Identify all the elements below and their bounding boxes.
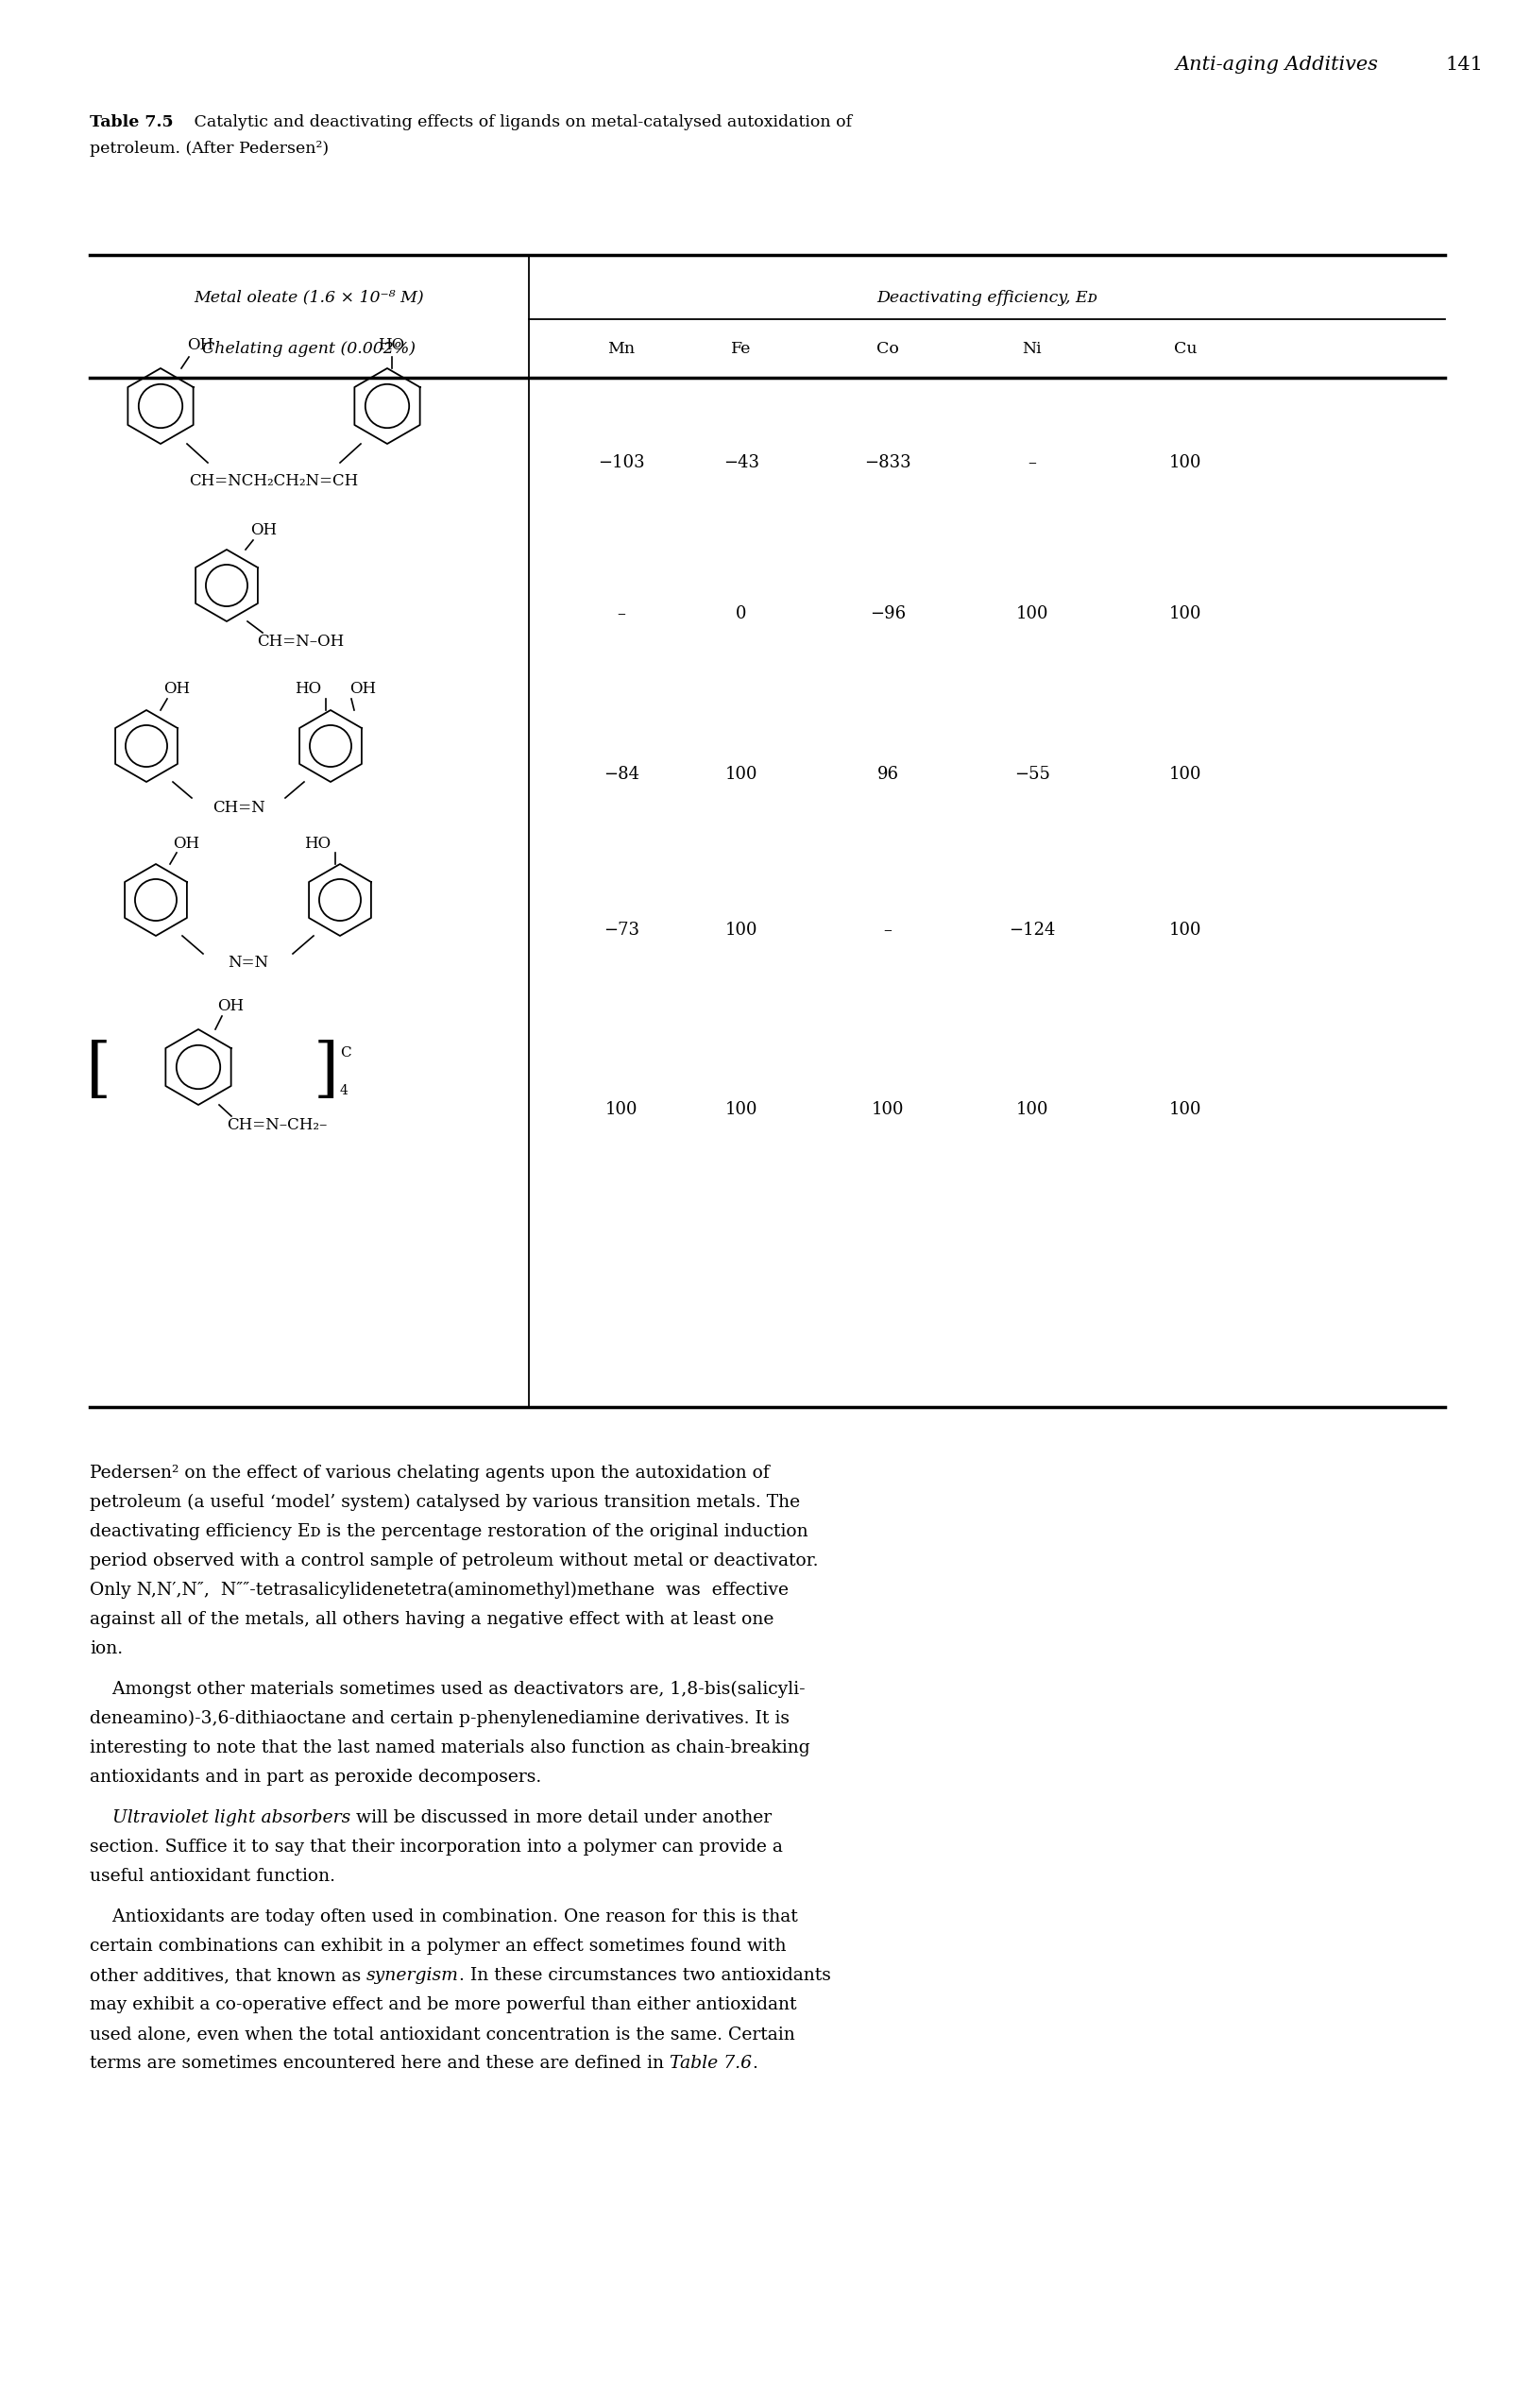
- Text: ion.: ion.: [90, 1640, 122, 1657]
- Text: certain combinations can exhibit in a polymer an effect sometimes found with: certain combinations can exhibit in a po…: [90, 1938, 786, 1955]
- Text: –: –: [1028, 455, 1036, 472]
- Text: Ni: Ni: [1022, 342, 1042, 356]
- Text: HO: HO: [295, 681, 321, 698]
- Text: synergism: synergism: [367, 1967, 459, 1984]
- Text: HO: HO: [304, 836, 330, 852]
- Text: −43: −43: [724, 455, 759, 472]
- Text: period observed with a control sample of petroleum without metal or deactivator.: period observed with a control sample of…: [90, 1553, 819, 1570]
- Text: OH: OH: [349, 681, 376, 698]
- Text: CH=N–CH₂–: CH=N–CH₂–: [226, 1117, 327, 1134]
- Text: Metal oleate (1.6 × 10⁻⁸ M): Metal oleate (1.6 × 10⁻⁸ M): [194, 289, 424, 306]
- Text: antioxidants and in part as peroxide decomposers.: antioxidants and in part as peroxide dec…: [90, 1770, 542, 1787]
- Text: −833: −833: [864, 455, 912, 472]
- Text: interesting to note that the last named materials also function as chain-breakin: interesting to note that the last named …: [90, 1739, 809, 1755]
- Text: [: [: [86, 1040, 112, 1103]
- Text: Co: Co: [877, 342, 900, 356]
- Text: OH: OH: [251, 523, 277, 539]
- Text: 96: 96: [877, 766, 898, 783]
- Text: Only N,N′,N″,  N″″-tetrasalicylidenetetra(aminomethyl)methane  was  effective: Only N,N′,N″, N″″-tetrasalicylidenetetra…: [90, 1582, 788, 1599]
- Text: Antioxidants are today often used in combination. One reason for this is that: Antioxidants are today often used in com…: [90, 1910, 797, 1926]
- Text: OH: OH: [164, 681, 190, 698]
- Text: petroleum. (After Pedersen²): petroleum. (After Pedersen²): [90, 140, 329, 157]
- Text: 100: 100: [606, 1100, 638, 1117]
- Text: −124: −124: [1008, 922, 1056, 939]
- Text: deactivating efficiency Eᴅ is the percentage restoration of the original inducti: deactivating efficiency Eᴅ is the percen…: [90, 1524, 808, 1541]
- Text: 100: 100: [1016, 1100, 1048, 1117]
- Text: Table 7.5: Table 7.5: [90, 116, 173, 130]
- Text: other additives, that known as: other additives, that known as: [90, 1967, 367, 1984]
- Text: Pedersen² on the effect of various chelating agents upon the autoxidation of: Pedersen² on the effect of various chela…: [90, 1464, 770, 1481]
- Text: 100: 100: [1169, 1100, 1201, 1117]
- Text: useful antioxidant function.: useful antioxidant function.: [90, 1869, 335, 1885]
- Text: Anti-aging Additives: Anti-aging Additives: [1177, 55, 1379, 72]
- Text: Catalytic and deactivating effects of ligands on metal-catalysed autoxidation of: Catalytic and deactivating effects of li…: [188, 116, 852, 130]
- Text: Cu: Cu: [1174, 342, 1196, 356]
- Text: −73: −73: [603, 922, 640, 939]
- Text: 100: 100: [1169, 455, 1201, 472]
- Text: −84: −84: [603, 766, 640, 783]
- Text: ]: ]: [314, 1040, 338, 1103]
- Text: 100: 100: [1169, 766, 1201, 783]
- Text: −103: −103: [598, 455, 644, 472]
- Text: −55: −55: [1014, 766, 1050, 783]
- Text: Ultraviolet light absorbers: Ultraviolet light absorbers: [112, 1808, 350, 1825]
- Text: Table 7.6: Table 7.6: [670, 2054, 751, 2071]
- Text: 100: 100: [1169, 604, 1201, 621]
- Text: OH: OH: [173, 836, 199, 852]
- Text: HO: HO: [378, 337, 404, 352]
- Text: Deactivating efficiency, Eᴅ: Deactivating efficiency, Eᴅ: [877, 289, 1097, 306]
- Text: 100: 100: [872, 1100, 904, 1117]
- Text: CH=NCH₂CH₂N=CH: CH=NCH₂CH₂N=CH: [190, 474, 358, 489]
- Text: OH: OH: [187, 337, 214, 352]
- Text: Chelating agent (0.002%): Chelating agent (0.002%): [202, 342, 416, 356]
- Text: –: –: [884, 922, 892, 939]
- Text: against all of the metals, all others having a negative effect with at least one: against all of the metals, all others ha…: [90, 1611, 774, 1628]
- Text: deneamino)-3,6-dithiaoctane and certain p-phenylenediamine derivatives. It is: deneamino)-3,6-dithiaoctane and certain …: [90, 1710, 789, 1727]
- Text: Fe: Fe: [731, 342, 751, 356]
- Text: 100: 100: [1016, 604, 1048, 621]
- Text: 4: 4: [340, 1084, 349, 1098]
- Text: −96: −96: [869, 604, 906, 621]
- Text: OH: OH: [217, 997, 243, 1014]
- Text: 0: 0: [736, 604, 747, 621]
- Text: 100: 100: [1169, 922, 1201, 939]
- Text: Amongst other materials sometimes used as deactivators are, 1,8-bis(salicyli-: Amongst other materials sometimes used a…: [90, 1681, 805, 1698]
- Text: –: –: [617, 604, 626, 621]
- Text: section. Suffice it to say that their incorporation into a polymer can provide a: section. Suffice it to say that their in…: [90, 1840, 783, 1857]
- Text: C: C: [340, 1047, 350, 1060]
- Text: 100: 100: [725, 922, 757, 939]
- Text: .: .: [751, 2054, 757, 2071]
- Text: Mn: Mn: [607, 342, 635, 356]
- Text: 141: 141: [1444, 55, 1483, 72]
- Text: N=N: N=N: [228, 956, 269, 970]
- Text: 100: 100: [725, 1100, 757, 1117]
- Text: used alone, even when the total antioxidant concentration is the same. Certain: used alone, even when the total antioxid…: [90, 2025, 796, 2042]
- Text: terms are sometimes encountered here and these are defined in: terms are sometimes encountered here and…: [90, 2054, 670, 2071]
- Text: may exhibit a co-operative effect and be more powerful than either antioxidant: may exhibit a co-operative effect and be…: [90, 1996, 797, 2013]
- Text: CH=N–OH: CH=N–OH: [257, 633, 344, 650]
- Text: 100: 100: [725, 766, 757, 783]
- Text: will be discussed in more detail under another: will be discussed in more detail under a…: [350, 1808, 773, 1825]
- Text: petroleum (a useful ‘model’ system) catalysed by various transition metals. The: petroleum (a useful ‘model’ system) cata…: [90, 1493, 800, 1512]
- Text: CH=N: CH=N: [213, 799, 265, 816]
- Text: . In these circumstances two antioxidants: . In these circumstances two antioxidant…: [459, 1967, 831, 1984]
